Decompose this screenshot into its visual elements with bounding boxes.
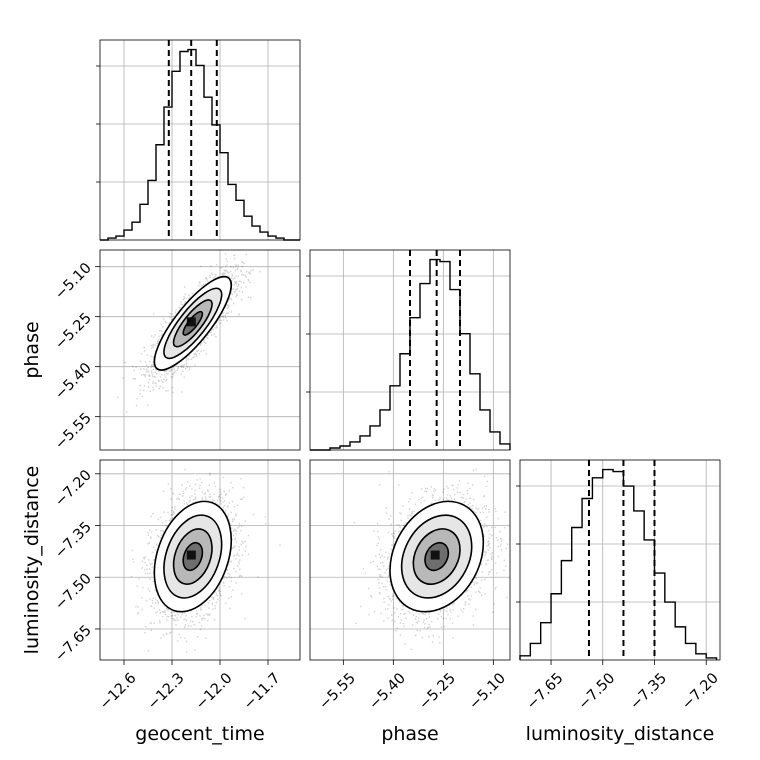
contour-line — [389, 500, 485, 613]
x-tick-label-geocent_time: −12.3 — [145, 670, 188, 713]
x-tick-label-phase: −5.40 — [366, 670, 409, 713]
scatter-panel-geocent_time-luminosity_distance — [99, 459, 301, 661]
x-tick-label-phase: −5.55 — [316, 670, 359, 713]
histogram-phase — [310, 258, 511, 451]
scatter-content — [117, 250, 261, 413]
contour-line — [412, 528, 461, 585]
scatter-content — [130, 468, 281, 653]
y-tick-label-luminosity_distance: −7.65 — [52, 622, 95, 665]
panel-frame — [309, 459, 511, 661]
contour-line — [172, 528, 213, 585]
x-tick-label-luminosity_distance: −7.65 — [524, 670, 567, 713]
x-tick-label-phase: −5.25 — [416, 670, 459, 713]
hist-panel-luminosity_distance — [516, 459, 721, 661]
scatter-content — [353, 468, 509, 650]
x-axis-label-phase: phase — [381, 723, 438, 745]
contour-line — [424, 541, 450, 572]
x-tick-label-phase: −5.10 — [466, 670, 509, 713]
x-tick-label-luminosity_distance: −7.35 — [627, 670, 670, 713]
density-peak — [186, 317, 196, 327]
y-tick-label-luminosity_distance: −7.50 — [52, 571, 95, 614]
scatter-panel-phase-luminosity_distance — [309, 459, 511, 661]
contour-line — [182, 541, 204, 572]
y-axis-label-luminosity_distance: luminosity_distance — [21, 466, 43, 655]
contour-line — [172, 299, 213, 348]
x-tick-label-geocent_time: −12.6 — [97, 670, 140, 713]
y-tick-label-luminosity_distance: −7.20 — [52, 467, 95, 510]
x-tick-label-luminosity_distance: −7.50 — [576, 670, 619, 713]
contour-line — [153, 275, 233, 371]
y-tick-label-phase: −5.25 — [52, 310, 95, 353]
hist-panel-geocent_time — [96, 39, 301, 241]
panel-frame — [99, 249, 301, 451]
y-tick-label-phase: −5.55 — [52, 410, 95, 453]
y-axis-label-phase: phase — [21, 321, 43, 378]
panel-frame — [99, 459, 301, 661]
panel-frame — [519, 459, 721, 661]
x-axis-label-geocent_time: geocent_time — [135, 723, 264, 745]
density-peak — [430, 550, 440, 560]
contour-line — [163, 514, 223, 599]
contour-line — [182, 310, 204, 336]
x-tick-label-luminosity_distance: −7.20 — [679, 670, 722, 713]
hist-panel-phase — [306, 249, 511, 451]
y-tick-label-luminosity_distance: −7.35 — [52, 519, 95, 562]
y-tick-label-phase: −5.10 — [52, 260, 95, 303]
histogram-geocent_time — [100, 48, 300, 241]
contour-line — [153, 500, 232, 613]
x-axis-label-luminosity_distance: luminosity_distance — [526, 723, 715, 745]
density-peak — [186, 550, 196, 560]
panel-frame — [99, 39, 301, 241]
x-tick-label-geocent_time: −11.7 — [241, 670, 284, 713]
panel-frame — [309, 249, 511, 451]
contour-line — [163, 287, 223, 360]
histogram-luminosity_distance — [519, 468, 718, 660]
contour-line — [400, 514, 473, 599]
x-tick-label-geocent_time: −12.0 — [193, 670, 236, 713]
y-tick-label-phase: −5.40 — [52, 360, 95, 403]
scatter-panel-geocent_time-phase — [99, 249, 301, 451]
